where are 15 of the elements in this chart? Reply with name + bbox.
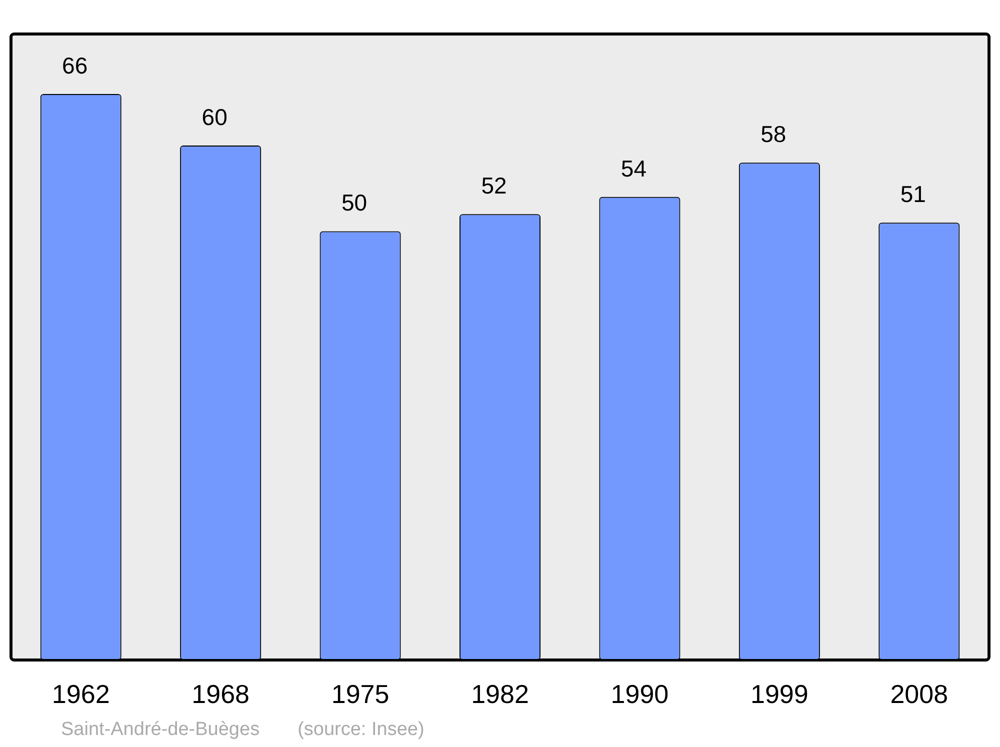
- data-label: 66: [62, 52, 88, 78]
- x-tick-label: 1968: [192, 678, 250, 709]
- text: Saint-André-de-Buèges (source: Insee): [61, 719, 424, 740]
- x-tick-label: 1982: [471, 678, 529, 709]
- x-tick-label: 1999: [750, 678, 808, 709]
- data-label: 54: [620, 155, 647, 182]
- x-tick-label: 1975: [331, 678, 390, 709]
- x-tick-label: 1962: [52, 678, 110, 709]
- data-label: 60: [202, 104, 228, 130]
- data-label: 51: [900, 181, 926, 207]
- data-label: 50: [341, 190, 368, 216]
- x-tick-label: 2008: [890, 678, 948, 709]
- data-label: 52: [481, 172, 507, 198]
- data-label: 58: [760, 120, 786, 147]
- x-tick-label: 1990: [610, 678, 669, 709]
